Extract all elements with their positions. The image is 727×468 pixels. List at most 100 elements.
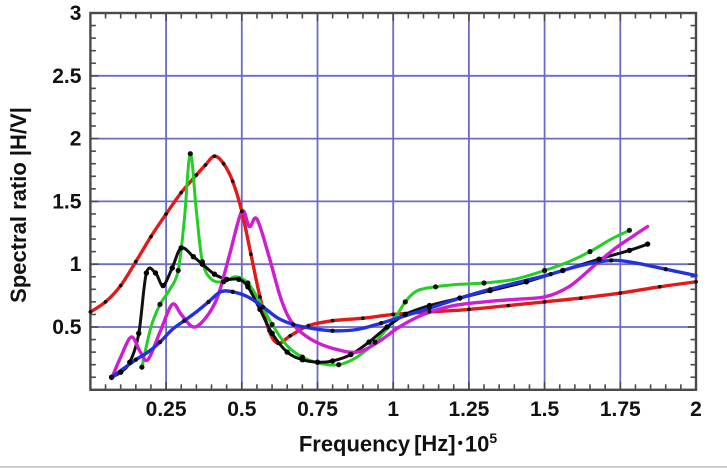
x-axis-title: Frequency [Hz] •105 <box>299 430 497 457</box>
data-point-black-dotted-curve <box>384 324 390 330</box>
data-point-blue-curve <box>133 357 138 362</box>
series-line-magenta-curve <box>109 208 650 381</box>
data-point-red-smooth-curve <box>427 310 432 314</box>
data-point-red-smooth-curve <box>330 318 335 323</box>
x-axis-unit: [Hz] <box>414 431 456 457</box>
data-point-black-dotted-curve <box>178 245 184 251</box>
data-point-green-spiky-curve <box>187 151 193 157</box>
data-point-black-dotted-curve <box>118 369 124 375</box>
data-point-black-dotted-curve <box>560 267 566 274</box>
data-point-black-dotted-curve <box>199 261 206 267</box>
data-point-black-dotted-curve <box>457 295 463 301</box>
y-tick-label: 0.5 <box>52 316 82 339</box>
data-point-blue-curve <box>157 339 163 345</box>
y-tick-label: 2 <box>70 128 82 151</box>
data-point-red-smooth-curve <box>212 154 217 159</box>
data-point-black-dotted-curve <box>329 358 336 364</box>
data-point-blue-curve <box>378 321 384 326</box>
data-point-black-dotted-curve <box>190 254 197 260</box>
data-point-black-dotted-curve <box>160 282 166 289</box>
data-point-green-spiky-curve <box>139 364 145 370</box>
y-tick-label: 1 <box>70 253 82 276</box>
data-point-green-spiky-curve <box>157 301 163 307</box>
data-point-green-spiky-curve <box>336 362 342 368</box>
data-point-red-smooth-curve <box>179 190 184 195</box>
data-point-black-dotted-curve <box>143 270 150 276</box>
data-point-black-dotted-curve <box>366 339 372 345</box>
data-point-black-dotted-curve <box>314 359 321 365</box>
data-point-black-dotted-curve <box>402 311 408 318</box>
data-point-red-smooth-curve <box>618 291 623 295</box>
y-axis-title: Spectral ratio |H/V| <box>6 107 32 303</box>
data-point-black-dotted-curve <box>152 270 159 276</box>
x-tick-label: 0.25 <box>146 398 187 421</box>
data-point-green-spiky-curve <box>542 267 548 274</box>
data-point-red-smooth-curve <box>694 279 698 284</box>
data-point-black-dotted-curve <box>127 359 133 365</box>
data-point-red-smooth-curve <box>506 303 511 308</box>
data-point-green-spiky-curve <box>269 321 275 328</box>
data-point-blue-curve <box>427 306 432 311</box>
data-point-green-spiky-curve <box>587 249 593 255</box>
data-point-red-smooth-curve <box>221 161 226 166</box>
data-point-red-smooth-curve <box>249 252 253 257</box>
x-tick-label: 1.5 <box>530 398 560 421</box>
data-point-black-dotted-curve <box>169 265 175 271</box>
data-point-blue-curve <box>330 328 335 333</box>
data-point-black-dotted-curve <box>236 276 242 282</box>
x-tick-label: 1.25 <box>448 398 489 421</box>
data-point-red-smooth-curve <box>239 209 244 214</box>
x-axis-title-text: Frequency <box>298 431 411 457</box>
series-line-blue-curve <box>109 258 698 379</box>
data-point-blue-curve <box>548 272 553 277</box>
data-point-red-smooth-curve <box>194 173 199 177</box>
data-point-green-spiky-curve <box>626 227 633 233</box>
data-point-black-dotted-curve <box>136 330 142 336</box>
data-point-black-dotted-curve <box>245 284 251 290</box>
data-point-black-dotted-curve <box>626 247 633 254</box>
x-tick-label: 0.5 <box>227 398 257 421</box>
plot-border <box>89 11 698 391</box>
bottom-divider-line <box>0 466 727 468</box>
data-point-blue-curve <box>206 299 211 305</box>
data-point-red-smooth-curve <box>133 259 138 264</box>
y-tick-label: 3 <box>70 2 82 25</box>
data-point-black-dotted-curve <box>284 349 290 355</box>
data-point-green-spiky-curve <box>245 280 251 286</box>
data-point-black-dotted-curve <box>523 279 530 285</box>
x-tick-label: 2 <box>690 398 702 421</box>
data-point-green-spiky-curve <box>433 284 439 290</box>
data-point-red-smooth-curve <box>657 284 662 289</box>
data-point-blue-curve <box>260 304 266 310</box>
data-point-red-smooth-curve <box>164 212 169 216</box>
x-tick-label: 1 <box>387 398 399 421</box>
data-point-red-smooth-curve <box>203 163 208 167</box>
y-tick-label: 1.5 <box>52 190 82 213</box>
x-tick-label: 1.75 <box>600 398 641 421</box>
data-point-black-dotted-curve <box>211 271 218 277</box>
x-axis-mult-base: 10 <box>464 431 490 457</box>
data-point-black-dotted-curve <box>224 276 230 282</box>
data-point-green-spiky-curve <box>372 339 378 345</box>
data-point-red-smooth-curve <box>149 234 153 239</box>
data-point-blue-curve <box>109 375 114 380</box>
data-point-red-smooth-curve <box>103 300 108 304</box>
data-point-green-spiky-curve <box>402 299 408 305</box>
data-point-black-dotted-curve <box>644 241 651 247</box>
data-point-red-smooth-curve <box>306 323 311 328</box>
data-point-blue-curve <box>182 318 187 323</box>
data-point-red-smooth-curve <box>579 296 583 300</box>
data-point-red-smooth-curve <box>288 333 293 338</box>
data-point-green-spiky-curve <box>175 267 181 274</box>
data-point-blue-curve <box>291 322 296 327</box>
data-point-red-smooth-curve <box>118 283 123 288</box>
data-point-red-smooth-curve <box>88 310 93 314</box>
data-point-red-smooth-curve <box>230 179 235 184</box>
data-point-black-dotted-curve <box>269 330 275 336</box>
data-point-blue-curve <box>609 258 614 263</box>
data-point-green-spiky-curve <box>481 280 487 286</box>
data-point-red-smooth-curve <box>361 316 365 321</box>
data-point-blue-curve <box>487 287 493 292</box>
